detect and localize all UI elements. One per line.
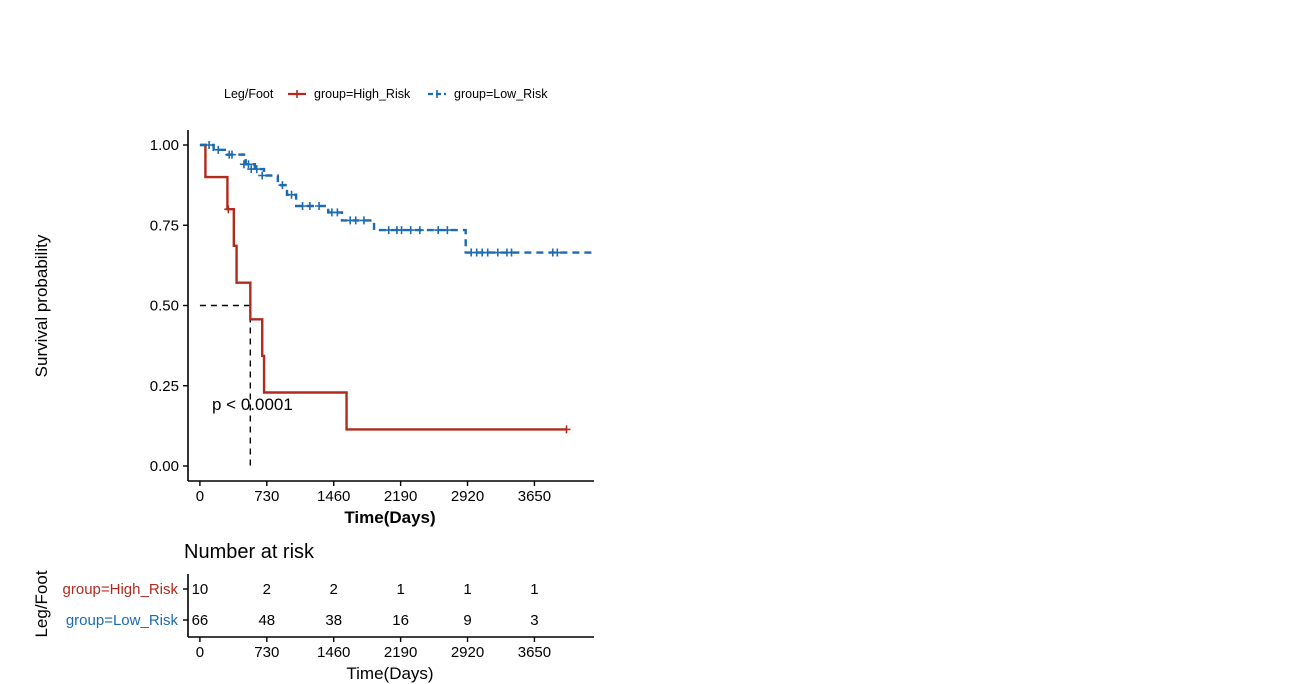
censor-mark xyxy=(507,248,516,257)
risk-table-y-title: Leg/Foot xyxy=(32,570,51,637)
risk-row-label: group=High_Risk xyxy=(63,581,179,598)
risk-cell: 10 xyxy=(192,581,209,598)
censor-mark xyxy=(483,248,492,257)
risk-cell: 1 xyxy=(463,581,471,598)
y-tick-label: 0.50 xyxy=(150,298,179,315)
risk-table: Number at risk Leg/Foot group=High_Risk 1… xyxy=(32,541,594,683)
censor-mark xyxy=(434,226,443,235)
y-axis-title: Survival probability xyxy=(32,234,51,377)
y-tick-label: 0.75 xyxy=(150,217,179,234)
censor-mark xyxy=(493,248,502,257)
censor-mark xyxy=(406,226,415,235)
x-axis-ticks: 0 730 1460 2190 2920 3650 xyxy=(196,481,551,505)
censor-mark xyxy=(258,171,267,180)
censor-mark xyxy=(315,201,324,210)
survival-curve-low-risk xyxy=(199,143,594,254)
legend: Leg/Foot group=High_Risk group=Low_Risk xyxy=(224,87,548,101)
legend-entry-label: group=Low_Risk xyxy=(454,87,548,101)
risk-x-axis-title: Time(Days) xyxy=(346,664,433,683)
censor-mark xyxy=(224,205,233,214)
censor-mark xyxy=(415,226,424,235)
censor-mark xyxy=(214,145,223,154)
risk-cell: 3 xyxy=(530,612,538,629)
legend-title: Leg/Foot xyxy=(224,87,274,101)
legend-entry-label: group=High_Risk xyxy=(314,87,411,101)
x-tick-label: 3650 xyxy=(518,488,551,505)
legend-items: group=High_Risk group=Low_Risk xyxy=(288,87,548,101)
survival-plot: 0.00 0.25 0.50 0.75 1.00 0 730 1460 2190 2920 365… xyxy=(32,130,594,527)
x-axis-title: Time(Days) xyxy=(344,508,435,527)
risk-x-tick-label: 2920 xyxy=(451,644,484,661)
censor-mark xyxy=(298,201,307,210)
risk-table-rows: group=High_Risk 10 2 2 1 1 1 group=Low_Risk 66 48… xyxy=(63,581,539,629)
y-axis-ticks: 0.00 0.25 0.50 0.75 1.00 xyxy=(150,137,188,475)
censor-mark xyxy=(244,160,253,169)
censor-mark xyxy=(359,216,368,225)
x-tick-label: 2920 xyxy=(451,488,484,505)
risk-cell: 38 xyxy=(325,612,342,629)
x-tick-label: 2190 xyxy=(384,488,417,505)
risk-x-tick-label: 3650 xyxy=(518,644,551,661)
censor-mark xyxy=(205,141,214,149)
censor-mark xyxy=(287,190,296,199)
risk-row-label: group=Low_Risk xyxy=(66,612,179,629)
risk-cell: 9 xyxy=(463,612,471,629)
censor-mark xyxy=(553,248,562,257)
y-tick-label: 0.00 xyxy=(150,458,179,475)
risk-table-title: Number at risk xyxy=(184,541,315,563)
risk-cell: 66 xyxy=(192,612,209,629)
censor-mark xyxy=(333,208,342,217)
risk-x-axis-ticks: 0 730 1460 2190 2920 3650 xyxy=(196,637,551,661)
censor-mark xyxy=(397,226,406,235)
censor-mark xyxy=(278,181,287,190)
risk-x-tick-label: 730 xyxy=(254,644,279,661)
censor-mark xyxy=(227,150,236,159)
p-value: p < 0.0001 xyxy=(212,395,293,414)
median-survival-lines xyxy=(199,304,252,466)
y-tick-label: 1.00 xyxy=(150,137,179,154)
risk-x-tick-label: 1460 xyxy=(317,644,350,661)
risk-cell: 2 xyxy=(263,581,271,598)
x-tick-label: 730 xyxy=(254,488,279,505)
survival-curves xyxy=(199,141,594,434)
censor-mark xyxy=(252,165,261,174)
risk-cell: 16 xyxy=(392,612,409,629)
risk-cell: 1 xyxy=(530,581,538,598)
censor-mark xyxy=(305,201,314,210)
risk-cell: 2 xyxy=(330,581,338,598)
survival-curve-high-risk xyxy=(199,143,567,431)
risk-x-tick-label: 2190 xyxy=(384,644,417,661)
risk-cell: 48 xyxy=(258,612,275,629)
x-tick-label: 1460 xyxy=(317,488,350,505)
censor-mark xyxy=(384,226,393,235)
censor-mark xyxy=(351,216,360,225)
censor-mark xyxy=(443,226,452,235)
censor-mark xyxy=(562,425,571,434)
risk-x-tick-label: 0 xyxy=(196,644,204,661)
x-tick-label: 0 xyxy=(196,488,204,505)
y-tick-label: 0.25 xyxy=(150,378,179,395)
risk-cell: 1 xyxy=(396,581,404,598)
